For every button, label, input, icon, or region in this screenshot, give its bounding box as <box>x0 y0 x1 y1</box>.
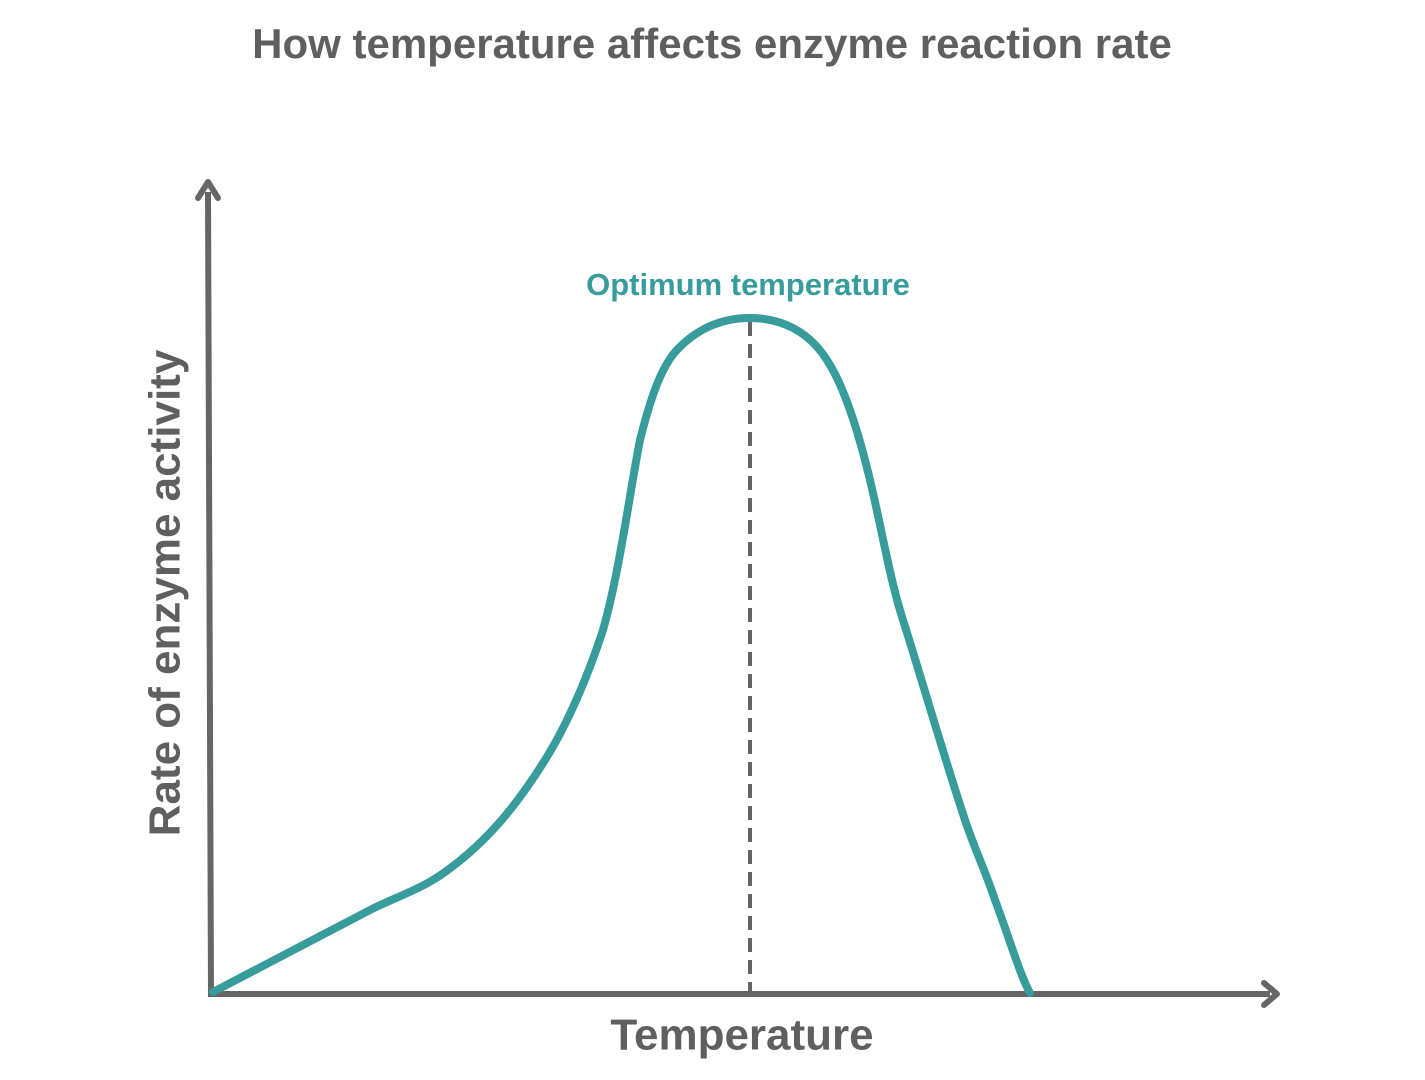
title: How temperature affects enzyme reaction … <box>252 20 1172 67</box>
y-axis <box>205 191 214 995</box>
y-axis-label: Rate of enzyme activity <box>141 349 190 836</box>
curve <box>209 314 1034 997</box>
y-axis-arrow <box>195 179 221 201</box>
x-axis-arrow <box>1261 980 1280 1008</box>
x-axis-label: Temperature <box>610 1011 873 1060</box>
annotation: Optimum temperature <box>586 267 910 302</box>
